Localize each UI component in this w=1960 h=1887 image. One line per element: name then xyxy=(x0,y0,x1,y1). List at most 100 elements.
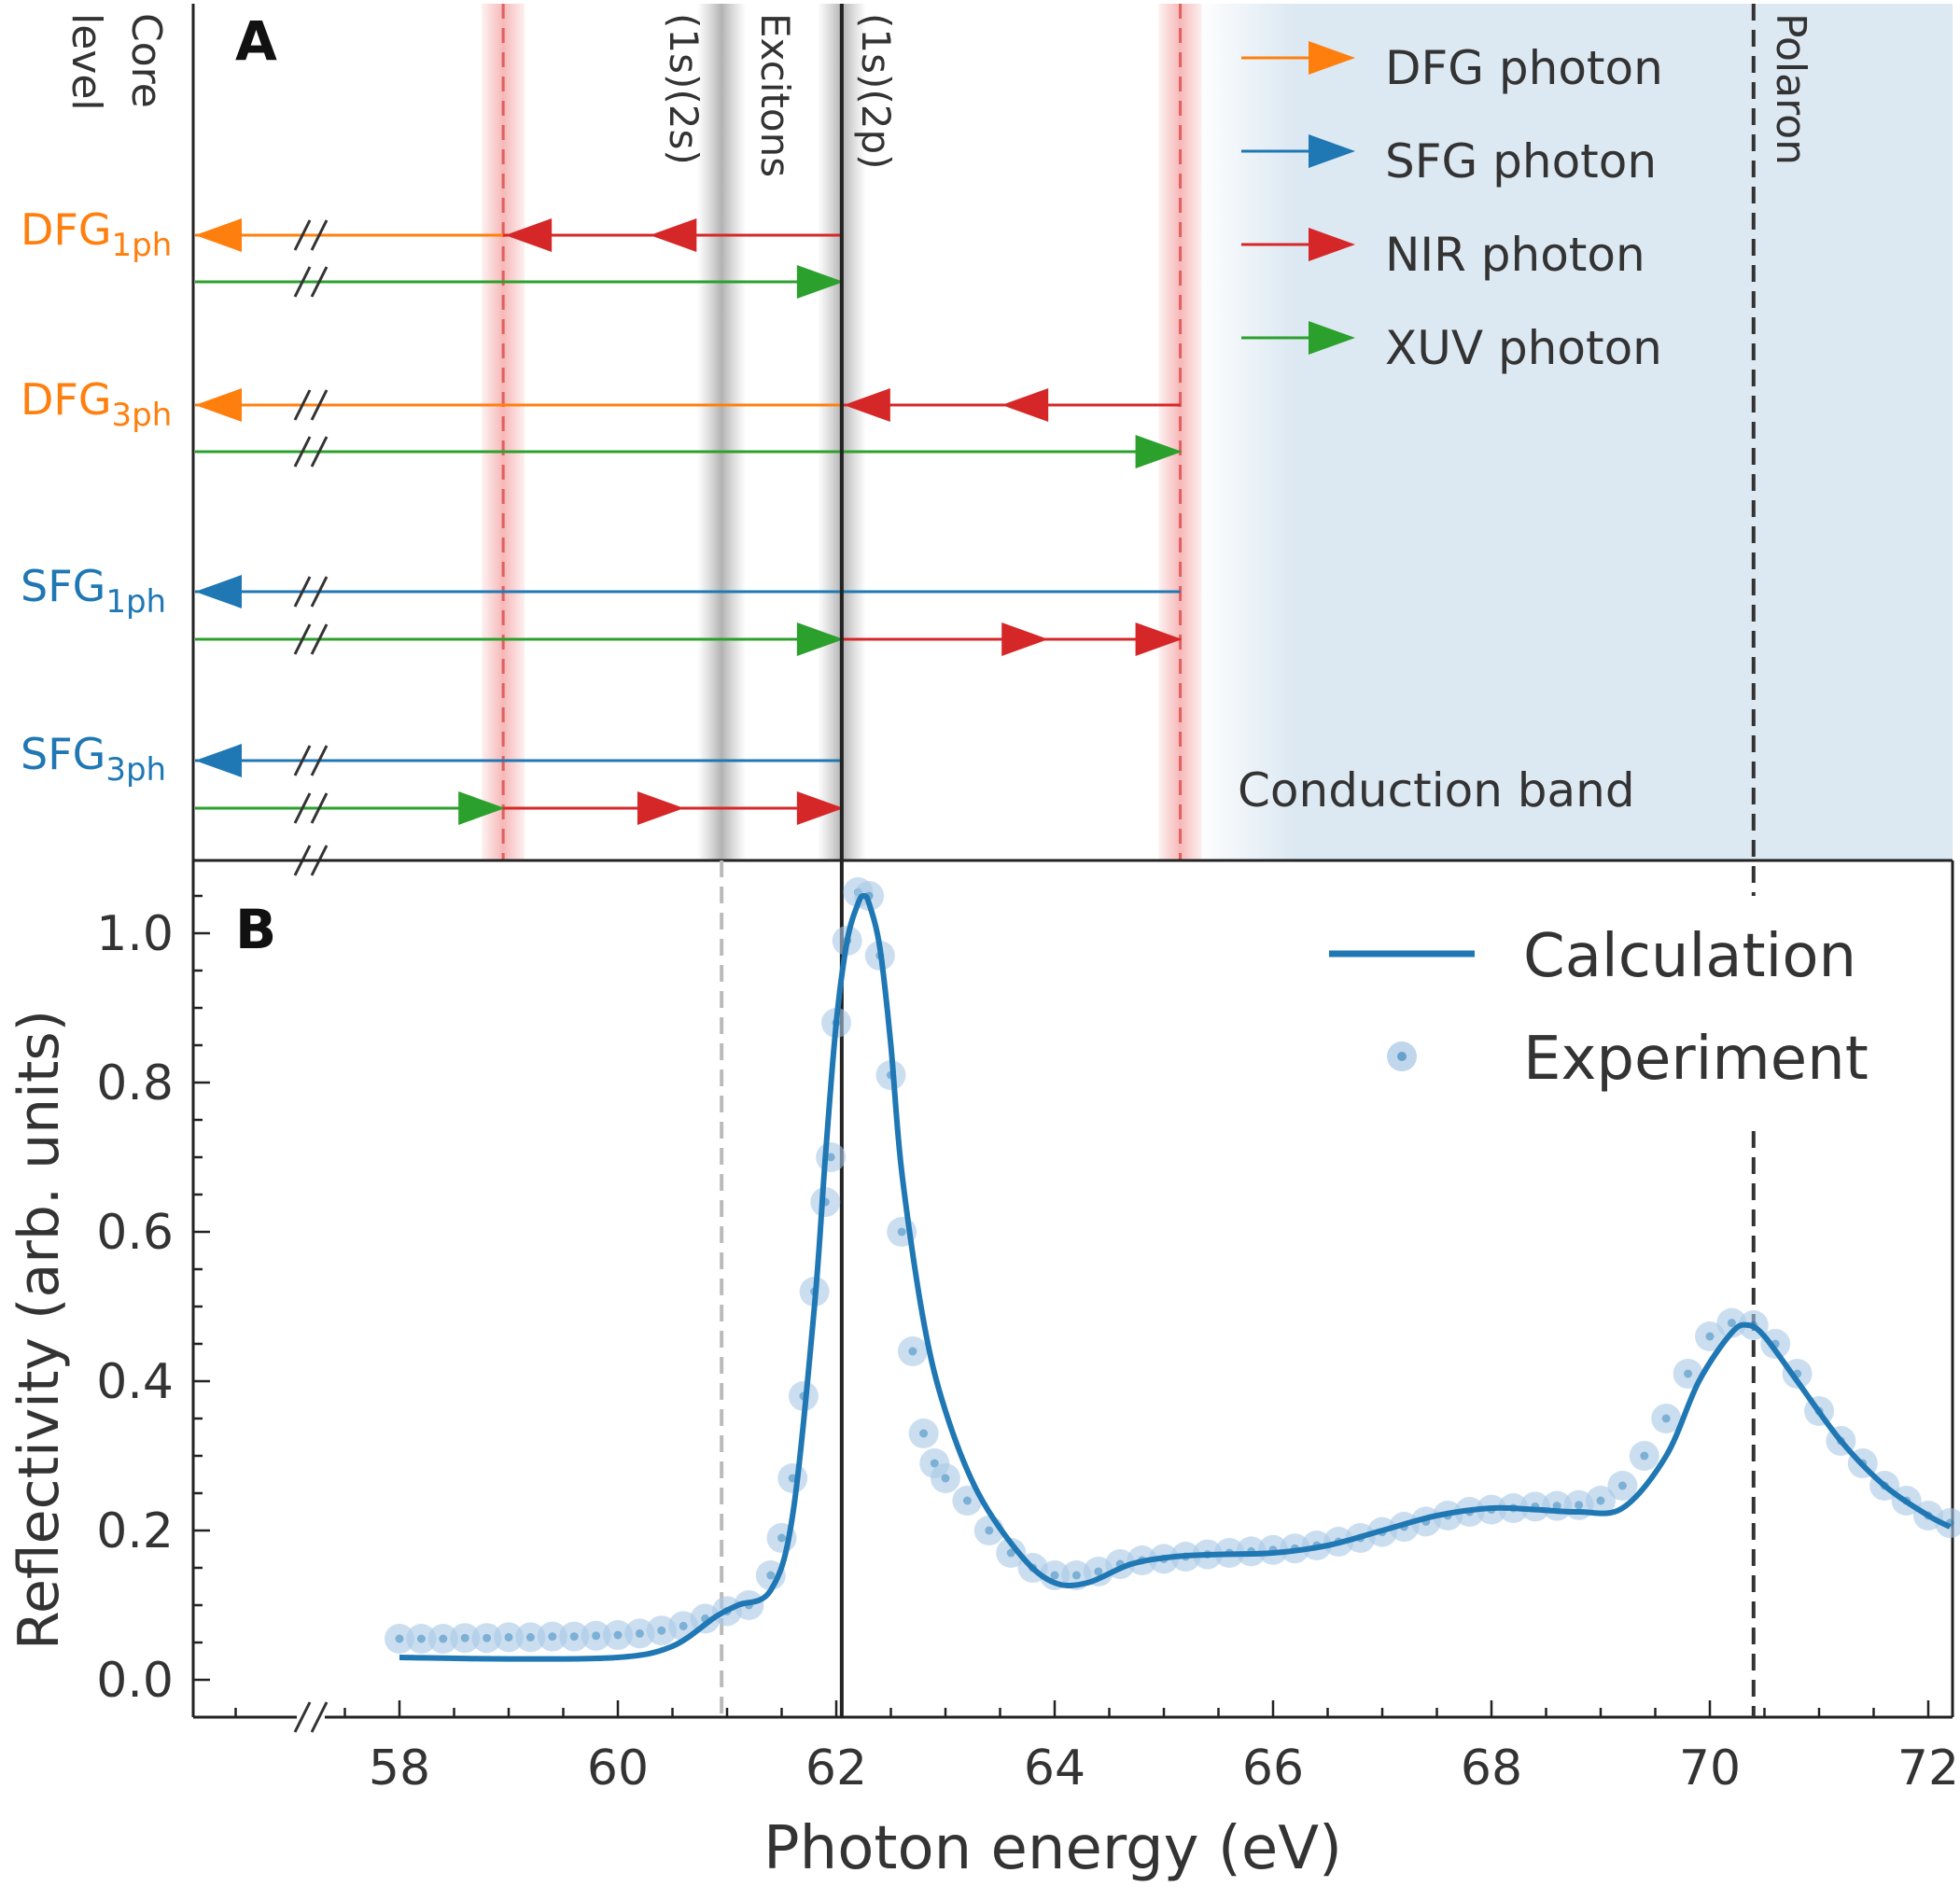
panel-a-arrows xyxy=(195,218,1183,876)
legend-experiment-label: Experiment xyxy=(1523,1025,1869,1094)
y-axis-label: Reflectivity (arb. units) xyxy=(7,1010,72,1650)
sfg-1ph-xuv-break xyxy=(293,623,329,655)
experiment-point-center xyxy=(1596,1496,1605,1505)
experiment-point xyxy=(1629,1441,1659,1471)
panel-b-plot: 58 60 62 64 66 68 70 72 0.0 0.2 0.4 0.6 0.8 1.0 xyxy=(96,4,1960,1796)
sfg-1ph-nir-arrowhead-2 xyxy=(1135,622,1183,656)
sfg-3ph-output-arrowhead xyxy=(195,744,242,777)
experiment-point-center xyxy=(766,1571,776,1580)
dfg-1ph-output-break xyxy=(293,219,329,251)
dfg-3ph-output-break xyxy=(293,389,329,421)
experiment-point-center xyxy=(1684,1369,1693,1378)
axis-break-slash xyxy=(310,436,329,468)
axis-break-slash xyxy=(293,623,312,655)
x-axis-label: Photon energy (eV) xyxy=(763,1814,1342,1883)
axis-break-slash xyxy=(293,576,312,608)
experiment-point xyxy=(406,1624,437,1654)
experiment-point-center xyxy=(908,1347,917,1356)
dfg-3ph-output-arrowhead xyxy=(195,388,242,422)
x-tick-label: 72 xyxy=(1897,1740,1959,1796)
experiment-point xyxy=(952,1486,983,1516)
experiment-point-center xyxy=(1006,1548,1015,1558)
experiment-point-center xyxy=(592,1631,601,1641)
experiment-point xyxy=(1586,1486,1616,1516)
experiment-point-center xyxy=(1094,1567,1103,1576)
conduction-band-region xyxy=(1295,4,1953,860)
experiment-point xyxy=(931,1463,960,1493)
axis-break-slash xyxy=(293,745,312,776)
experiment-point xyxy=(996,1538,1027,1568)
polaron-label: Polaron xyxy=(1767,13,1814,165)
axis-break-slash xyxy=(310,389,329,421)
dfg-1ph-nir-arrowhead-1 xyxy=(505,218,553,252)
conduction-band-fade xyxy=(1197,4,1295,860)
experiment-point-center xyxy=(930,1459,939,1468)
sfg-1ph-nir-arrowhead-1 xyxy=(1001,622,1049,656)
panel-b-legend: Calculation Experiment xyxy=(1329,922,1869,1094)
experiment-point xyxy=(1519,1491,1550,1522)
x-tick-label: 60 xyxy=(587,1740,649,1796)
panel-a-legend: DFG photon SFG photon NIR photon XUV pho… xyxy=(1241,41,1663,375)
axis-break-slash xyxy=(293,266,312,298)
experiment-point xyxy=(603,1620,633,1650)
sfg-3ph-xuv-break xyxy=(293,792,329,824)
x-tick-label: 62 xyxy=(805,1740,867,1796)
experiment-point-center xyxy=(635,1628,644,1638)
y-tick-label: 0.4 xyxy=(96,1354,174,1410)
experiment-point-center xyxy=(569,1632,579,1642)
axis-break-slash xyxy=(310,576,329,608)
experiment-point-center xyxy=(439,1634,448,1643)
experiment-point xyxy=(810,1187,841,1217)
experiment-point-center xyxy=(826,1153,835,1162)
experiment-point xyxy=(624,1618,655,1649)
experiment-point-center xyxy=(657,1626,666,1635)
experiment-point-center xyxy=(919,1429,929,1438)
experiment-point xyxy=(427,1624,458,1654)
experiment-point xyxy=(537,1621,567,1652)
dfg-1ph-xuv-break xyxy=(293,266,329,298)
axis-break-slash xyxy=(293,792,312,824)
experiment-point-center xyxy=(525,1632,535,1642)
core-level-label-line1: Core xyxy=(122,13,170,108)
experiment-point-center xyxy=(1050,1571,1059,1580)
sfg-1ph-output-break xyxy=(293,576,329,608)
experiment-point xyxy=(908,1419,939,1448)
y-tick-label: 0.0 xyxy=(96,1653,174,1709)
experiment-point-center xyxy=(483,1633,492,1642)
y-tick-label: 0.8 xyxy=(96,1055,174,1111)
x-axis-break-slash xyxy=(310,1701,329,1733)
experiment-point-center xyxy=(985,1526,994,1535)
experiment-point xyxy=(755,1560,786,1590)
exciton-1s2s-label: (1s)(2s) xyxy=(661,13,707,165)
experiment-point xyxy=(581,1620,611,1651)
core-level-label-line2: level xyxy=(63,13,110,111)
experiment-point-center xyxy=(416,1634,426,1643)
experiment-point-center xyxy=(897,1227,906,1237)
experiment-point xyxy=(559,1621,590,1652)
experiment-point-center xyxy=(941,1474,950,1483)
experiment-point-center xyxy=(1727,1319,1736,1328)
experiment-point-center xyxy=(395,1634,404,1643)
experiment-point xyxy=(1258,1534,1288,1565)
sfg-1ph-xuv-arrowhead xyxy=(796,622,844,656)
experiment-point xyxy=(1673,1359,1703,1389)
axis-break-slash xyxy=(310,266,329,298)
experiment-point-center xyxy=(1640,1451,1649,1461)
exciton-1s2s-band xyxy=(697,4,747,860)
experiment-point-center xyxy=(1071,1571,1081,1580)
dfg-3ph-nir-arrowhead-1 xyxy=(843,388,890,422)
sfg-3ph-xuv-arrowhead xyxy=(458,791,506,825)
experiment-point-center xyxy=(1661,1414,1671,1423)
experiment-point-center xyxy=(460,1633,469,1642)
experiment-point xyxy=(515,1622,546,1653)
dfg-1ph-xuv-arrowhead xyxy=(796,265,844,299)
excitons-title-label: Excitons xyxy=(752,13,798,177)
panel-b-label: B xyxy=(235,898,276,961)
experiment-point-center xyxy=(504,1632,513,1642)
experiment-point xyxy=(494,1622,524,1653)
axis-break-slash xyxy=(293,436,312,468)
dfg-3ph-xuv-arrowhead xyxy=(1135,435,1183,468)
row-label-sfg-1ph: SFG1ph xyxy=(21,561,166,621)
row-label-sfg-3ph: SFG3ph xyxy=(21,729,166,789)
sfg-1ph-output-arrowhead xyxy=(195,575,242,608)
